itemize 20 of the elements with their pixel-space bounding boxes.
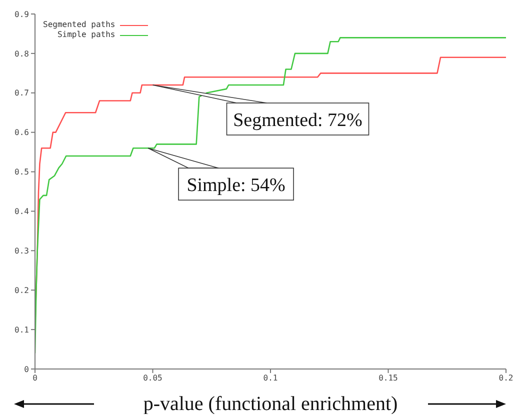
y-tick-label: 0.9 — [14, 10, 30, 19]
y-tick-label: 0.4 — [14, 207, 30, 216]
y-tick-label: 0.2 — [14, 286, 30, 295]
y-tick-label: 0.7 — [14, 88, 30, 98]
y-tick-label: 0.6 — [14, 128, 30, 138]
x-tick-label: 0.2 — [498, 374, 514, 383]
x-tick-label: 0.05 — [143, 374, 163, 383]
legend-label: Simple paths — [57, 30, 116, 40]
x-tick-label: 0.1 — [263, 374, 278, 383]
y-tick-label: 0.3 — [14, 246, 30, 256]
x-tick-label: 0 — [32, 374, 38, 383]
annotation: Simple: 54% — [186, 175, 286, 196]
y-tick-label: 0.1 — [14, 325, 30, 334]
annotation: Segmented: 72% — [233, 110, 363, 131]
y-tick-label: 0.5 — [14, 168, 30, 177]
x-axis-title: p-value (functional enrichment) — [143, 393, 398, 415]
y-tick-label: 0 — [24, 364, 30, 374]
legend-label: Segmented paths — [43, 20, 116, 30]
x-tick-label: 0.15 — [378, 374, 398, 383]
y-tick-label: 0.8 — [14, 49, 30, 58]
